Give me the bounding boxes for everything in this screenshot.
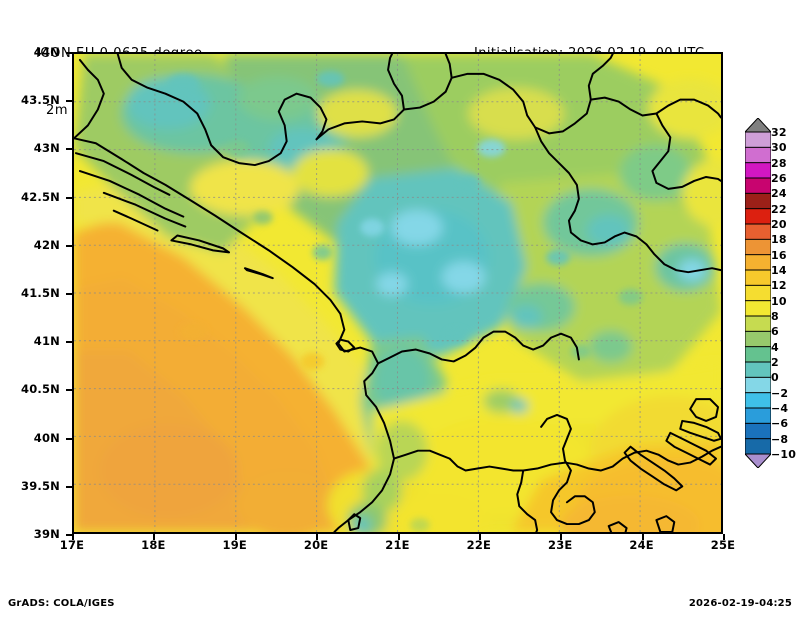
y-axis-tick-label: 43N <box>33 141 60 156</box>
colorbar-tick-label: 2 <box>771 356 779 369</box>
x-axis-tick-mark <box>72 534 74 540</box>
colorbar-tick-label: 20 <box>771 218 787 231</box>
attribution-text: GrADS: COLA/IGES <box>8 598 115 609</box>
colorbar-top-arrow <box>745 118 771 133</box>
x-axis-tick-mark <box>723 534 725 540</box>
colorbar-band <box>745 162 771 179</box>
x-axis-tick-label: 22E <box>466 538 492 552</box>
y-axis-tick-label: 41N <box>33 334 60 349</box>
colorbar-tick-label: 16 <box>771 248 787 262</box>
x-axis-tick-label: 19E <box>222 538 247 552</box>
colorbar-tick-label: −6 <box>771 417 789 431</box>
colorbar-tick-label: 14 <box>771 264 787 277</box>
y-axis-tick-label: 39N <box>33 527 60 541</box>
y-axis-tick-label: 44N <box>33 45 60 59</box>
colorbar-band <box>745 407 771 425</box>
colorbar-tick-label: 12 <box>771 279 787 293</box>
y-axis-tick-label: 43.5N <box>21 93 60 108</box>
colorbar-bottom-arrow <box>745 453 771 468</box>
x-axis-tick-label: 24E <box>629 538 654 552</box>
colorbar-band <box>745 361 771 379</box>
colorbar-band <box>745 346 771 363</box>
y-axis-tick-mark <box>66 196 72 199</box>
y-axis-tick-mark <box>66 534 72 536</box>
x-axis-tick-mark <box>560 534 563 540</box>
colorbar-tick-label: 8 <box>771 310 779 323</box>
colorbar-band <box>745 146 771 164</box>
map-plot-area <box>72 52 723 534</box>
generated-timestamp: 2026-02-19-04:25 <box>688 598 792 609</box>
colorbar-band <box>745 269 771 287</box>
y-axis-tick-mark <box>66 485 72 488</box>
x-axis-tick-label: 25E <box>710 538 736 552</box>
y-axis-tick-label: 42N <box>33 237 60 252</box>
colorbar-tick-label: −8 <box>771 432 789 446</box>
x-axis-tick-mark <box>397 534 400 540</box>
y-axis-tick-mark <box>66 100 72 103</box>
colorbar-tick-label: 28 <box>771 156 787 170</box>
y-axis-tick-label: 41.5N <box>21 286 60 300</box>
x-axis-tick-mark <box>641 534 644 540</box>
colorbar-band <box>745 438 771 455</box>
colorbar-band <box>745 392 771 409</box>
y-axis-tick-mark <box>66 244 72 247</box>
coastline-and-borders <box>74 54 721 532</box>
y-axis-tick-mark <box>66 293 72 295</box>
x-axis-tick-label: 18E <box>141 538 166 552</box>
x-axis-tick-mark <box>316 534 319 540</box>
colorbar-swatches <box>745 118 771 468</box>
colorbar-band <box>745 238 771 256</box>
colorbar-tick-label: 32 <box>771 126 787 139</box>
temperature-contour-map <box>74 54 721 532</box>
colorbar-band <box>745 223 771 241</box>
colorbar-band <box>745 192 771 210</box>
y-axis-tick-mark <box>66 341 72 344</box>
y-axis-tick-label: 40.5N <box>21 382 60 397</box>
colorbar-tick-label: −10 <box>771 448 797 461</box>
colorbar-tick-label: 22 <box>771 202 787 216</box>
colorbar-tick-label: 30 <box>771 141 787 155</box>
x-axis-tick-label: 20E <box>303 538 329 552</box>
colorbar-tick-label: −4 <box>771 402 789 415</box>
colorbar-band <box>745 177 771 195</box>
colorbar-tick-label: 10 <box>771 294 787 308</box>
temperature-colorbar: 32 30 28 26 24 22 20 18 16 14 12 10 8 6 4 2 0 −2 −4 −6 −8 −10 <box>745 118 800 468</box>
colorbar-tick-label: 6 <box>771 325 779 339</box>
x-axis-tick-mark <box>234 534 237 540</box>
colorbar-band <box>745 254 771 271</box>
x-axis-tick-mark <box>153 534 156 540</box>
colorbar-band <box>745 315 771 333</box>
x-axis-tick-label: 23E <box>548 538 573 552</box>
y-axis-tick-mark <box>66 389 72 392</box>
colorbar-tick-label: 26 <box>771 172 787 185</box>
colorbar-band <box>745 208 771 225</box>
y-axis-tick-label: 40N <box>33 430 60 445</box>
x-axis-tick-mark <box>478 534 481 540</box>
x-axis-tick-label: 21E <box>385 538 410 552</box>
y-axis-tick-mark <box>66 52 72 54</box>
colorbar-band <box>745 131 771 149</box>
colorbar-band <box>745 300 771 317</box>
colorbar-band <box>745 422 771 440</box>
colorbar-tick-label: 4 <box>771 340 779 354</box>
x-axis-tick-label: 17E <box>59 538 85 552</box>
colorbar-band <box>745 330 771 348</box>
colorbar-tick-label: 18 <box>771 233 787 247</box>
y-axis-tick-mark <box>66 437 72 440</box>
colorbar-band <box>745 284 771 302</box>
colorbar-tick-label: 24 <box>771 187 787 201</box>
y-axis-tick-mark <box>66 148 72 151</box>
y-axis-tick-label: 42.5N <box>21 189 60 204</box>
colorbar-band <box>745 376 771 394</box>
y-axis-tick-label: 39.5N <box>21 478 60 493</box>
colorbar-tick-label: 0 <box>771 371 779 385</box>
colorbar-tick-label: −2 <box>771 386 789 400</box>
